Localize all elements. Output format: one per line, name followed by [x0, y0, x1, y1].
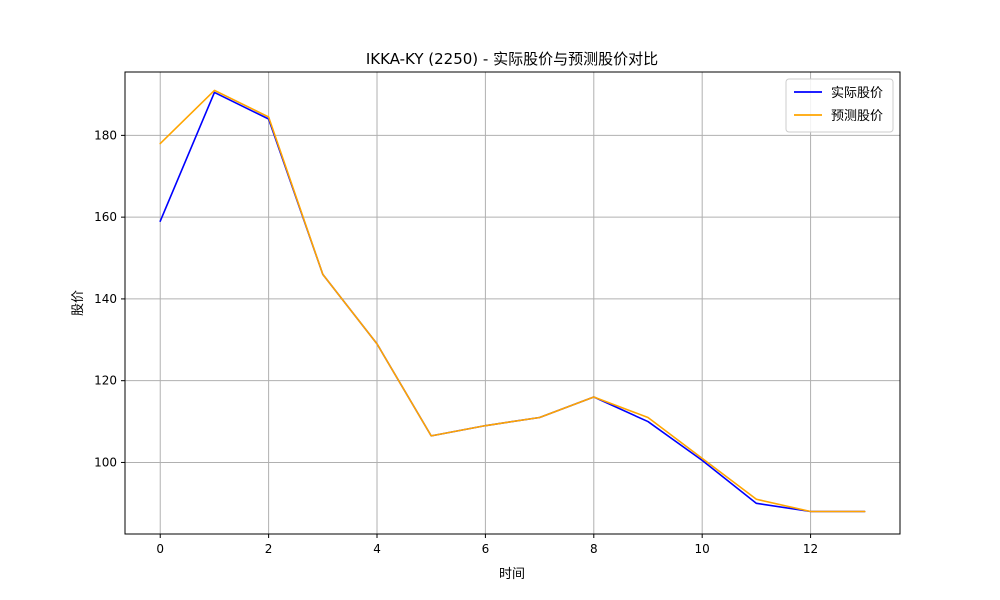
legend-label-predicted: 预测股价: [831, 109, 883, 124]
y-tick-label: 180: [94, 128, 117, 142]
x-tick-label: 12: [803, 542, 818, 556]
x-tick-label: 2: [265, 542, 273, 556]
y-tick-label: 100: [94, 455, 117, 469]
x-axis-label: 时间: [499, 567, 525, 582]
x-tick-label: 4: [373, 542, 381, 556]
y-axis-label: 股价: [71, 290, 86, 316]
y-tick-label: 120: [94, 374, 117, 388]
x-axis: 0 2 4 6 8 10 12: [156, 534, 818, 556]
x-tick-label: 6: [482, 542, 490, 556]
x-tick-label: 8: [590, 542, 598, 556]
chart-title: IKKA-KY (2250) - 实际股价与预测股价对比: [366, 50, 658, 68]
x-tick-label: 0: [156, 542, 164, 556]
y-tick-label: 160: [94, 210, 117, 224]
plot-lines: [159, 89, 866, 513]
predicted-price-line: [159, 89, 866, 513]
y-axis: 100 120 140 160 180: [94, 128, 125, 469]
legend: 实际股价 预测股价: [785, 78, 894, 133]
plot-area-frame: [124, 71, 901, 535]
y-tick-label: 140: [94, 292, 117, 306]
legend-label-actual: 实际股价: [831, 86, 883, 101]
x-tick-label: 10: [695, 542, 710, 556]
grid: [125, 72, 900, 534]
